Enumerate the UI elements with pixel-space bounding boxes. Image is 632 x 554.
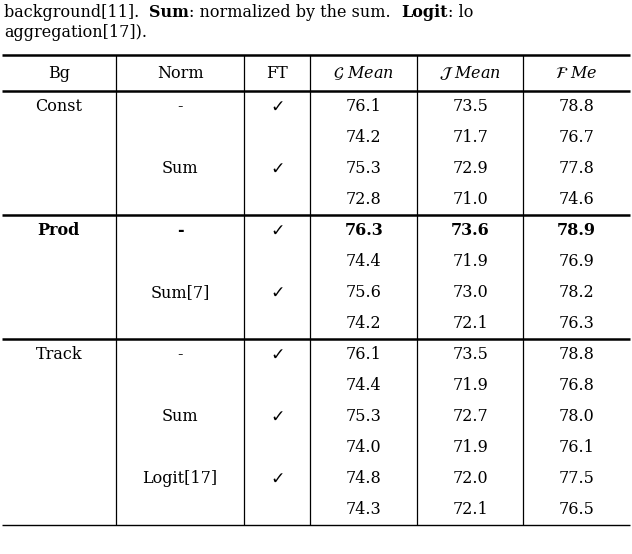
Text: 76.5: 76.5 <box>559 501 595 518</box>
Text: Sum: Sum <box>162 408 198 425</box>
Text: 78.8: 78.8 <box>559 98 595 115</box>
Text: 71.9: 71.9 <box>453 377 488 394</box>
Text: Sum: Sum <box>150 4 190 21</box>
Text: 74.2: 74.2 <box>346 315 382 332</box>
Text: 73.5: 73.5 <box>453 346 488 363</box>
Text: aggregation[17]).: aggregation[17]). <box>4 24 147 41</box>
Text: ✓: ✓ <box>270 284 284 301</box>
Text: 76.8: 76.8 <box>559 377 595 394</box>
Text: Const: Const <box>35 98 82 115</box>
Text: 78.2: 78.2 <box>559 284 595 301</box>
Text: 77.8: 77.8 <box>559 160 595 177</box>
Text: 71.9: 71.9 <box>453 439 488 456</box>
Text: $\mathcal{F}$ Me: $\mathcal{F}$ Me <box>556 64 598 81</box>
Text: 76.7: 76.7 <box>559 129 595 146</box>
Text: -: - <box>178 346 183 363</box>
Text: 78.8: 78.8 <box>559 346 595 363</box>
Text: 78.0: 78.0 <box>559 408 595 425</box>
Text: Prod: Prod <box>38 222 80 239</box>
Text: 72.7: 72.7 <box>453 408 488 425</box>
Text: 71.9: 71.9 <box>453 253 488 270</box>
Text: ✓: ✓ <box>270 346 284 363</box>
Text: 76.1: 76.1 <box>559 439 595 456</box>
Text: 74.4: 74.4 <box>346 253 382 270</box>
Text: $\mathcal{G}$ Mean: $\mathcal{G}$ Mean <box>333 64 394 82</box>
Text: 74.6: 74.6 <box>559 191 595 208</box>
Text: 72.9: 72.9 <box>453 160 488 177</box>
Text: -: - <box>177 222 183 239</box>
Text: 71.0: 71.0 <box>453 191 488 208</box>
Text: Norm: Norm <box>157 64 204 81</box>
Text: Sum[7]: Sum[7] <box>150 284 210 301</box>
Text: 72.8: 72.8 <box>346 191 382 208</box>
Text: 76.3: 76.3 <box>344 222 383 239</box>
Text: 78.9: 78.9 <box>557 222 596 239</box>
Text: $\mathcal{J}$ Mean: $\mathcal{J}$ Mean <box>439 64 501 82</box>
Text: 76.9: 76.9 <box>559 253 595 270</box>
Text: 72.0: 72.0 <box>453 470 488 487</box>
Text: 74.0: 74.0 <box>346 439 382 456</box>
Text: Sum: Sum <box>162 160 198 177</box>
Text: Track: Track <box>35 346 82 363</box>
Text: 75.6: 75.6 <box>346 284 382 301</box>
Text: Logit[17]: Logit[17] <box>143 470 217 487</box>
Text: 72.1: 72.1 <box>453 315 488 332</box>
Text: 75.3: 75.3 <box>346 160 382 177</box>
Text: ✓: ✓ <box>270 222 284 239</box>
Text: : lo: : lo <box>447 4 473 21</box>
Text: 76.3: 76.3 <box>559 315 595 332</box>
Text: FT: FT <box>267 64 288 81</box>
Text: 71.7: 71.7 <box>453 129 488 146</box>
Text: 72.1: 72.1 <box>453 501 488 518</box>
Text: 73.5: 73.5 <box>453 98 488 115</box>
Text: 74.8: 74.8 <box>346 470 382 487</box>
Text: 73.0: 73.0 <box>453 284 488 301</box>
Text: background[11].: background[11]. <box>4 4 150 21</box>
Text: 77.5: 77.5 <box>559 470 595 487</box>
Text: 75.3: 75.3 <box>346 408 382 425</box>
Text: 74.4: 74.4 <box>346 377 382 394</box>
Text: 73.6: 73.6 <box>451 222 490 239</box>
Text: ✓: ✓ <box>270 408 284 425</box>
Text: ✓: ✓ <box>270 469 284 488</box>
Text: 74.3: 74.3 <box>346 501 382 518</box>
Text: 76.1: 76.1 <box>346 346 382 363</box>
Text: ✓: ✓ <box>270 160 284 177</box>
Text: : normalized by the sum.: : normalized by the sum. <box>190 4 401 21</box>
Text: Logit: Logit <box>401 4 447 21</box>
Text: -: - <box>178 98 183 115</box>
Text: ✓: ✓ <box>270 98 284 115</box>
Text: 74.2: 74.2 <box>346 129 382 146</box>
Text: 76.1: 76.1 <box>346 98 382 115</box>
Text: Bg: Bg <box>48 64 70 81</box>
